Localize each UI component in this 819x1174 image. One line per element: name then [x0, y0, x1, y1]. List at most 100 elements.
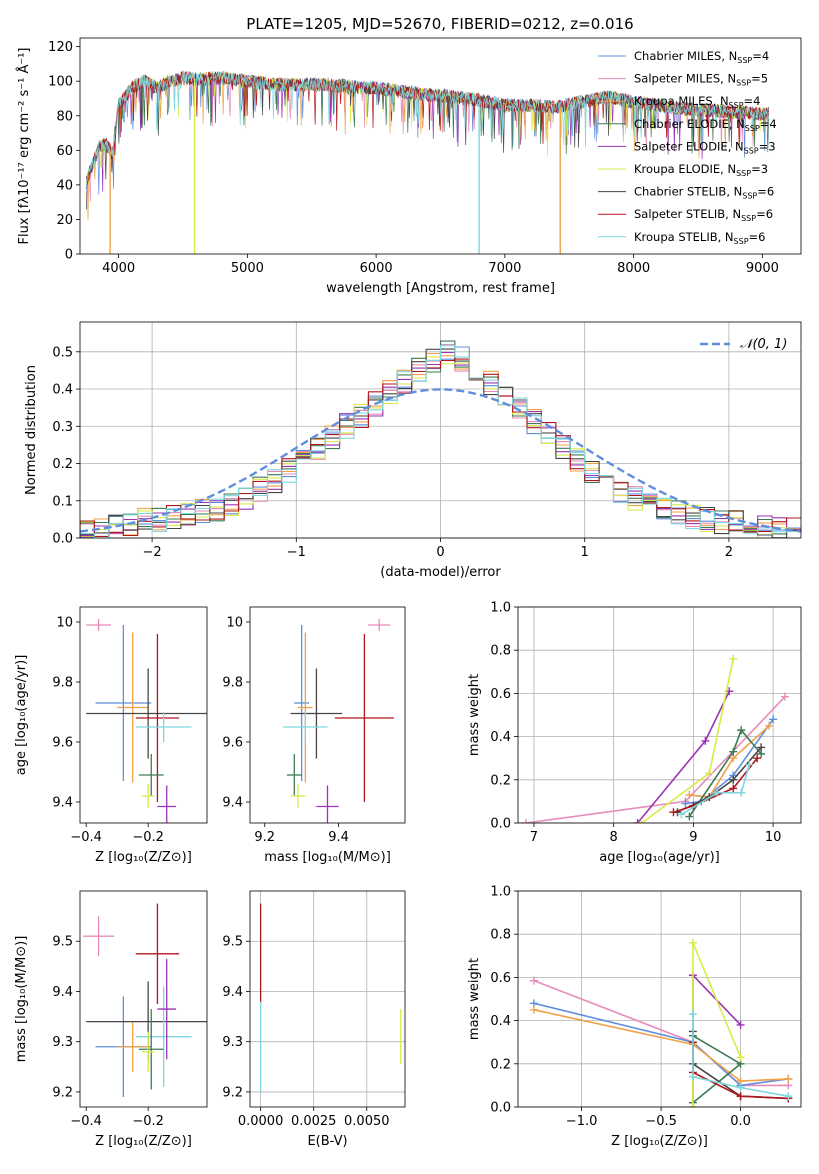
y-tick-label: 40	[56, 178, 73, 193]
grid-lines	[518, 890, 801, 1108]
x-tick-label: −2	[143, 545, 162, 560]
errorbar-point	[117, 1021, 149, 1072]
weight-marker	[781, 692, 790, 701]
plot-area	[521, 654, 790, 823]
plot-area	[529, 938, 793, 1107]
y-tick-label: 0.3	[52, 420, 73, 435]
y-tick-label: 0.4	[490, 1014, 511, 1029]
weight-series	[681, 715, 778, 808]
x-tick-label: −0.2	[132, 830, 164, 845]
y-tick-label: 10	[56, 616, 73, 631]
x-axis-label: mass [log₁₀(M/M⊙)]	[264, 850, 391, 865]
y-tick-label: 9.8	[222, 676, 243, 691]
age-vs-Z-panel: −0.4 −0.2 9.4 9.6 9.8 10 Z [log₁₀(Z/Z⊙)] age [l…	[14, 606, 208, 865]
y-axis-label: mass weight	[467, 674, 482, 756]
y-tick-label: 9.6	[222, 736, 243, 751]
x-tick-label: 0.0050	[344, 1114, 390, 1129]
chart-title: PLATE=1205, MJD=52670, FIBERID=0212, z=0…	[246, 15, 633, 33]
y-tick-label: 1.0	[490, 601, 511, 616]
y-tick-label: 120	[48, 40, 73, 55]
weight-series	[637, 654, 738, 823]
legend-label: Kroupa ELODIE, NSSP=3	[634, 162, 768, 178]
x-tick-label: 0.0	[730, 1114, 751, 1129]
x-tick-label: 7000	[488, 261, 521, 276]
errorbar-point	[141, 1031, 155, 1072]
weight-marker	[729, 747, 738, 756]
plot-area	[83, 903, 207, 1097]
legend-label: Kroupa MILES, NSSP=4	[634, 94, 760, 110]
errorbar-point	[95, 625, 152, 781]
weight-marker	[529, 976, 538, 985]
weight-marker	[729, 654, 738, 663]
errorbar-point	[294, 625, 310, 781]
errorbar-point	[138, 1009, 164, 1090]
weight-marker	[685, 812, 694, 821]
x-tick-label: 9000	[746, 261, 779, 276]
x-tick-label: 0.0025	[291, 1114, 337, 1129]
y-tick-label: 9.3	[222, 1035, 243, 1050]
y-axis-label: mass weight	[467, 958, 482, 1040]
y-tick-label: 1.0	[490, 885, 511, 900]
y-tick-label: 60	[56, 144, 73, 159]
y-tick-label: 0.8	[490, 644, 511, 659]
y-tick-label: 9.5	[222, 935, 243, 950]
x-tick-label: 9.4	[328, 830, 349, 845]
plot-area	[86, 70, 769, 254]
spectrum-panel: 4000 5000 6000 7000 8000 9000 0 20 40 60 80 100 120 w…	[16, 37, 802, 296]
errorbar-point	[86, 668, 207, 759]
weight-marker	[736, 1092, 745, 1101]
plot-area	[283, 619, 394, 823]
x-tick-label: 1	[581, 545, 589, 560]
x-tick-label: 10	[765, 830, 782, 845]
weight-series	[688, 971, 745, 1107]
y-tick-label: 9.4	[52, 796, 73, 811]
errorbar-point	[117, 632, 149, 783]
x-tick-label: 8000	[617, 261, 650, 276]
mass-weight-vs-Z-panel: −1.0 −0.5 0.0 0.0 0.2 0.4 0.6 0.8 1.0 Z [log₁₀(Z/…	[467, 885, 802, 1149]
legend-label: Chabrier STELIB, NSSP=6	[634, 185, 774, 201]
weight-marker	[736, 1020, 745, 1029]
errorbar-point	[297, 632, 313, 783]
y-tick-label: 9.4	[222, 796, 243, 811]
weight-marker	[521, 819, 530, 823]
weight-marker	[757, 743, 766, 752]
y-tick-label: 9.4	[52, 985, 73, 1000]
y-tick-label: 0.6	[490, 971, 511, 986]
x-axis-label: Z [log₁₀(Z/Z⊙)]	[95, 1134, 192, 1149]
histogram-series	[80, 345, 801, 538]
x-tick-label: −0.5	[645, 1114, 677, 1129]
weight-marker	[745, 760, 754, 769]
y-axis-label: age [log₁₀(age/yr)]	[14, 655, 29, 776]
spectrum-line	[86, 70, 769, 187]
x-tick-label: 0	[436, 545, 444, 560]
weight-line	[525, 696, 786, 823]
errorbar-point	[368, 619, 391, 631]
axes-frame	[79, 890, 208, 1108]
x-tick-label: 7	[530, 830, 538, 845]
errorbar-point	[316, 785, 339, 823]
errorbar-point	[86, 619, 111, 631]
errorbar-point	[83, 916, 115, 957]
y-tick-label: 0.8	[490, 928, 511, 943]
x-axis-label: E(B-V)	[307, 1134, 347, 1149]
x-tick-label: −0.4	[70, 830, 102, 845]
x-tick-label: −0.2	[132, 1114, 164, 1129]
y-tick-label: 9.8	[52, 676, 73, 691]
weight-marker	[769, 715, 778, 724]
legend-label: Salpeter STELIB, NSSP=6	[634, 207, 773, 223]
x-tick-label: 4000	[102, 261, 135, 276]
weight-marker	[681, 799, 690, 808]
axes-frame	[249, 890, 406, 1108]
weight-marker	[685, 790, 694, 799]
mass-weight-vs-age-panel: 7 8 9 10 0.0 0.2 0.4 0.6 0.8 1.0 age [log₁₀(age/yr…	[467, 601, 802, 865]
weight-marker	[633, 819, 642, 823]
axes-frame	[249, 606, 406, 824]
x-axis-label: age [log₁₀(age/yr)]	[599, 850, 720, 865]
plot-area	[80, 340, 801, 538]
errorbar-point	[138, 754, 164, 796]
errorbar-point	[135, 634, 180, 802]
x-axis-label: (data-model)/error	[380, 565, 501, 580]
y-tick-label: 0.0	[490, 817, 511, 832]
mass-vs-Z-panel: −0.4 −0.2 9.2 9.3 9.4 9.5 Z [log₁₀(Z/Z⊙)] mass …	[14, 890, 208, 1149]
